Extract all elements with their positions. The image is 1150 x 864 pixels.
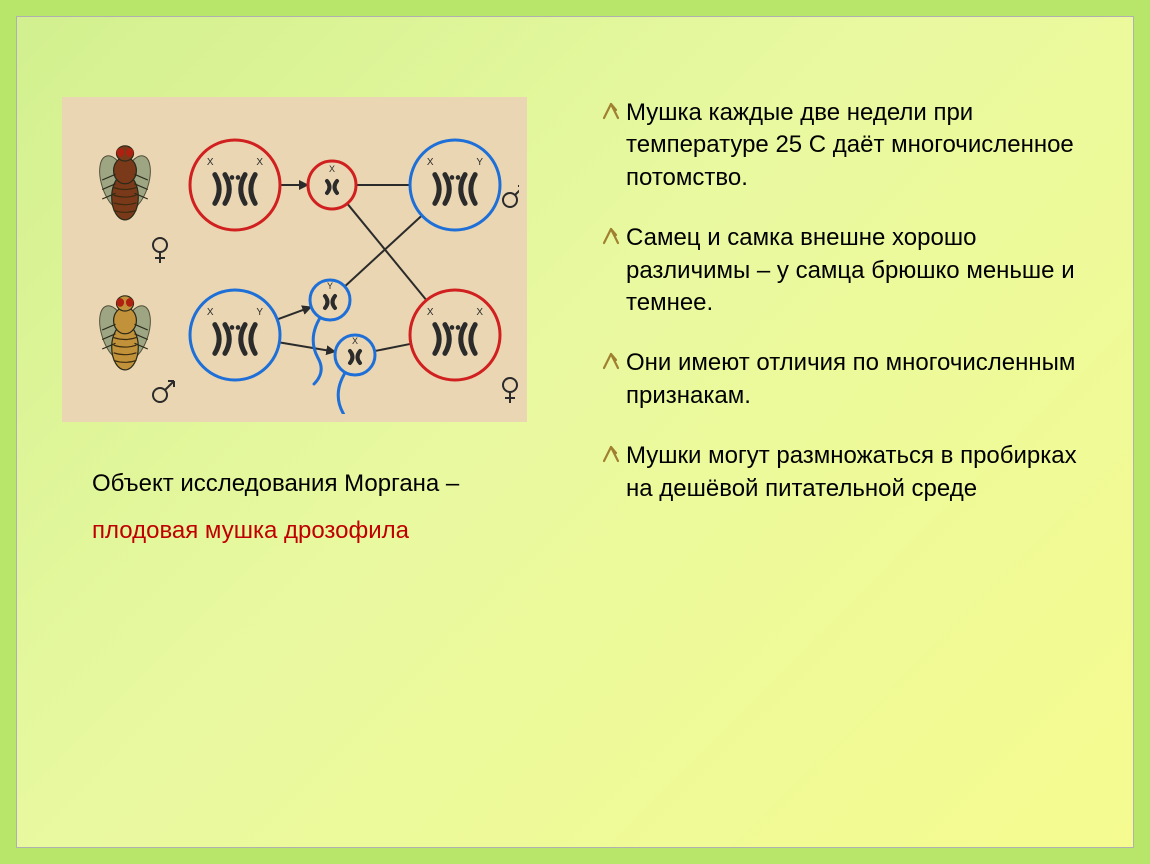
bullet-item: Мушки могут размножаться в пробирках на …: [602, 440, 1102, 505]
caption-line-2: плодовая мушка дрозофила: [92, 514, 562, 549]
svg-text:Y: Y: [327, 281, 333, 291]
bullet-item: Мушка каждые две недели при температуре …: [602, 97, 1102, 194]
svg-text:Y: Y: [256, 307, 263, 318]
slide-outer: X X X Y X Y X X Y X X Объект исследования Моргана …: [0, 0, 1150, 864]
genetics-diagram: X X X Y X Y X X Y X X: [62, 97, 527, 422]
bullet-marker-icon: [602, 227, 620, 245]
svg-text:X: X: [476, 307, 483, 318]
slide-inner: X X X Y X Y X X Y X X Объект исследования Моргана …: [16, 16, 1134, 848]
caption-line-1: Объект исследования Моргана –: [92, 467, 562, 502]
svg-text:X: X: [427, 307, 434, 318]
bullet-list: Мушка каждые две недели при температуре …: [602, 97, 1102, 533]
bullet-text: Они имеют отличия по многочисленным приз…: [626, 347, 1102, 412]
svg-text:Y: Y: [476, 157, 483, 168]
diagram-caption: Объект исследования Моргана – плодовая м…: [92, 467, 562, 549]
svg-text:X: X: [352, 336, 358, 346]
bullet-item: Самец и самка внешне хорошо различимы – …: [602, 222, 1102, 319]
bullet-text: Самец и самка внешне хорошо различимы – …: [626, 222, 1102, 319]
genetics-diagram-svg: X X X Y X Y X X Y X X: [70, 105, 519, 414]
bullet-item: Они имеют отличия по многочисленным приз…: [602, 347, 1102, 412]
bullet-text: Мушки могут размножаться в пробирках на …: [626, 440, 1102, 505]
svg-text:X: X: [329, 164, 335, 174]
bullet-marker-icon: [602, 352, 620, 370]
svg-text:X: X: [207, 157, 214, 168]
bullet-text: Мушка каждые две недели при температуре …: [626, 97, 1102, 194]
bullet-marker-icon: [602, 445, 620, 463]
svg-text:X: X: [207, 307, 214, 318]
bullet-marker-icon: [602, 102, 620, 120]
svg-text:X: X: [427, 157, 434, 168]
svg-text:X: X: [256, 157, 263, 168]
